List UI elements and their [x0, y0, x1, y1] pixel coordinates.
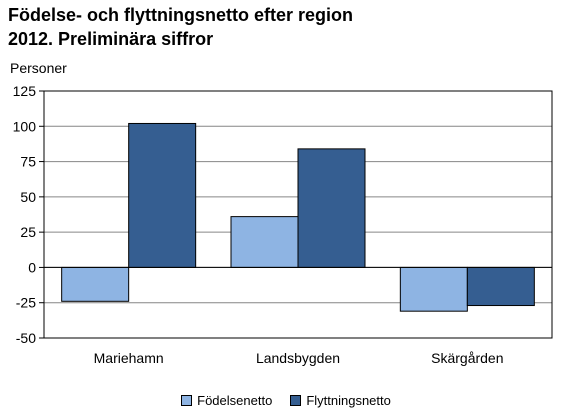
legend: Födelsenetto Flyttningsnetto	[0, 393, 572, 408]
y-axis-label: Personer	[10, 60, 67, 76]
y-tick-label: 100	[13, 118, 37, 134]
x-tick-label: Mariehamn	[94, 350, 164, 366]
plot-area-border	[43, 90, 553, 339]
chart-title-line2: 2012. Preliminära siffror	[8, 29, 214, 49]
bar	[128, 122, 197, 268]
legend-label-flyttningsnetto: Flyttningsnetto	[306, 393, 391, 408]
y-tick-label: 125	[13, 83, 37, 99]
bar	[230, 216, 299, 268]
bar	[466, 266, 535, 307]
legend-label-fodelsenetto: Födelsenetto	[197, 393, 273, 408]
bar	[297, 148, 366, 268]
legend-item-fodelsenetto: Födelsenetto	[181, 393, 272, 408]
y-tick-label: 75	[20, 154, 36, 170]
x-tick-label: Skärgården	[431, 350, 503, 366]
x-tick-label: Landsbygden	[256, 350, 340, 366]
y-tick-label: 0	[28, 259, 36, 275]
y-tick-label: 50	[20, 189, 36, 205]
y-tick-label: -50	[16, 330, 36, 346]
bar	[399, 266, 468, 312]
bar	[61, 266, 130, 302]
legend-swatch-flyttningsnetto	[290, 395, 302, 406]
legend-swatch-fodelsenetto	[181, 395, 193, 406]
chart-title-line1: Födelse- och flyttningsnetto efter regio…	[8, 5, 354, 25]
legend-item-flyttningsnetto: Flyttningsnetto	[290, 393, 391, 408]
y-tick-label: -25	[16, 295, 36, 311]
y-tick-label: 25	[20, 224, 36, 240]
chart-title: Födelse- och flyttningsnetto efter regio…	[8, 3, 353, 51]
